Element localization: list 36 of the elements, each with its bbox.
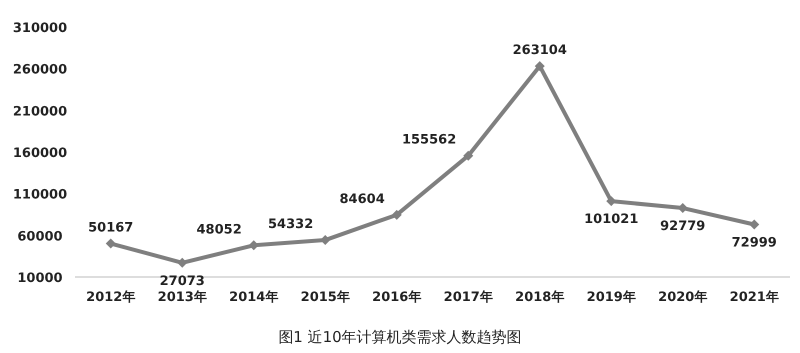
y-tick-label: 110000 xyxy=(12,188,68,203)
y-tick-label: 210000 xyxy=(12,104,68,120)
x-tick-label: 2018年 xyxy=(515,290,564,305)
x-tick-label: 2020年 xyxy=(658,290,708,305)
data-label: 72999 xyxy=(732,236,777,250)
y-tick-label: 160000 xyxy=(12,146,68,161)
x-tick-label: 2012年 xyxy=(86,290,136,305)
point xyxy=(534,61,545,72)
data-label: 263104 xyxy=(512,43,567,58)
point xyxy=(177,258,188,268)
point xyxy=(392,210,402,220)
x-tick-label: 2021年 xyxy=(730,290,779,305)
data-label: 155562 xyxy=(402,132,456,148)
data-label: 27073 xyxy=(160,274,205,289)
y-tick-label: 310000 xyxy=(12,21,68,36)
y-tick-label: 260000 xyxy=(12,62,68,78)
data-label: 54332 xyxy=(268,217,314,232)
data-label: 50167 xyxy=(88,220,134,236)
point xyxy=(678,203,688,214)
data-label: 101021 xyxy=(584,212,638,228)
y-tick-label: 60000 xyxy=(17,229,63,244)
data-label: 92779 xyxy=(660,219,706,234)
point xyxy=(463,150,474,161)
x-tick-label: 2017年 xyxy=(444,290,493,305)
data-label: 84604 xyxy=(340,192,385,207)
x-tick-label: 2014年 xyxy=(229,290,278,305)
point xyxy=(320,235,330,246)
data-label: 48052 xyxy=(196,222,242,238)
x-tick-label: 2015年 xyxy=(300,290,350,305)
point xyxy=(106,238,116,249)
text: 图1 近10年计算机类需求人数趋势图 xyxy=(278,328,522,346)
x-tick-label: 2019年 xyxy=(586,290,636,305)
y-tick-label: 10000 xyxy=(17,271,63,286)
point xyxy=(749,220,760,230)
x-tick-label: 2013年 xyxy=(158,290,207,305)
x-tick-label: 2016年 xyxy=(372,290,422,305)
